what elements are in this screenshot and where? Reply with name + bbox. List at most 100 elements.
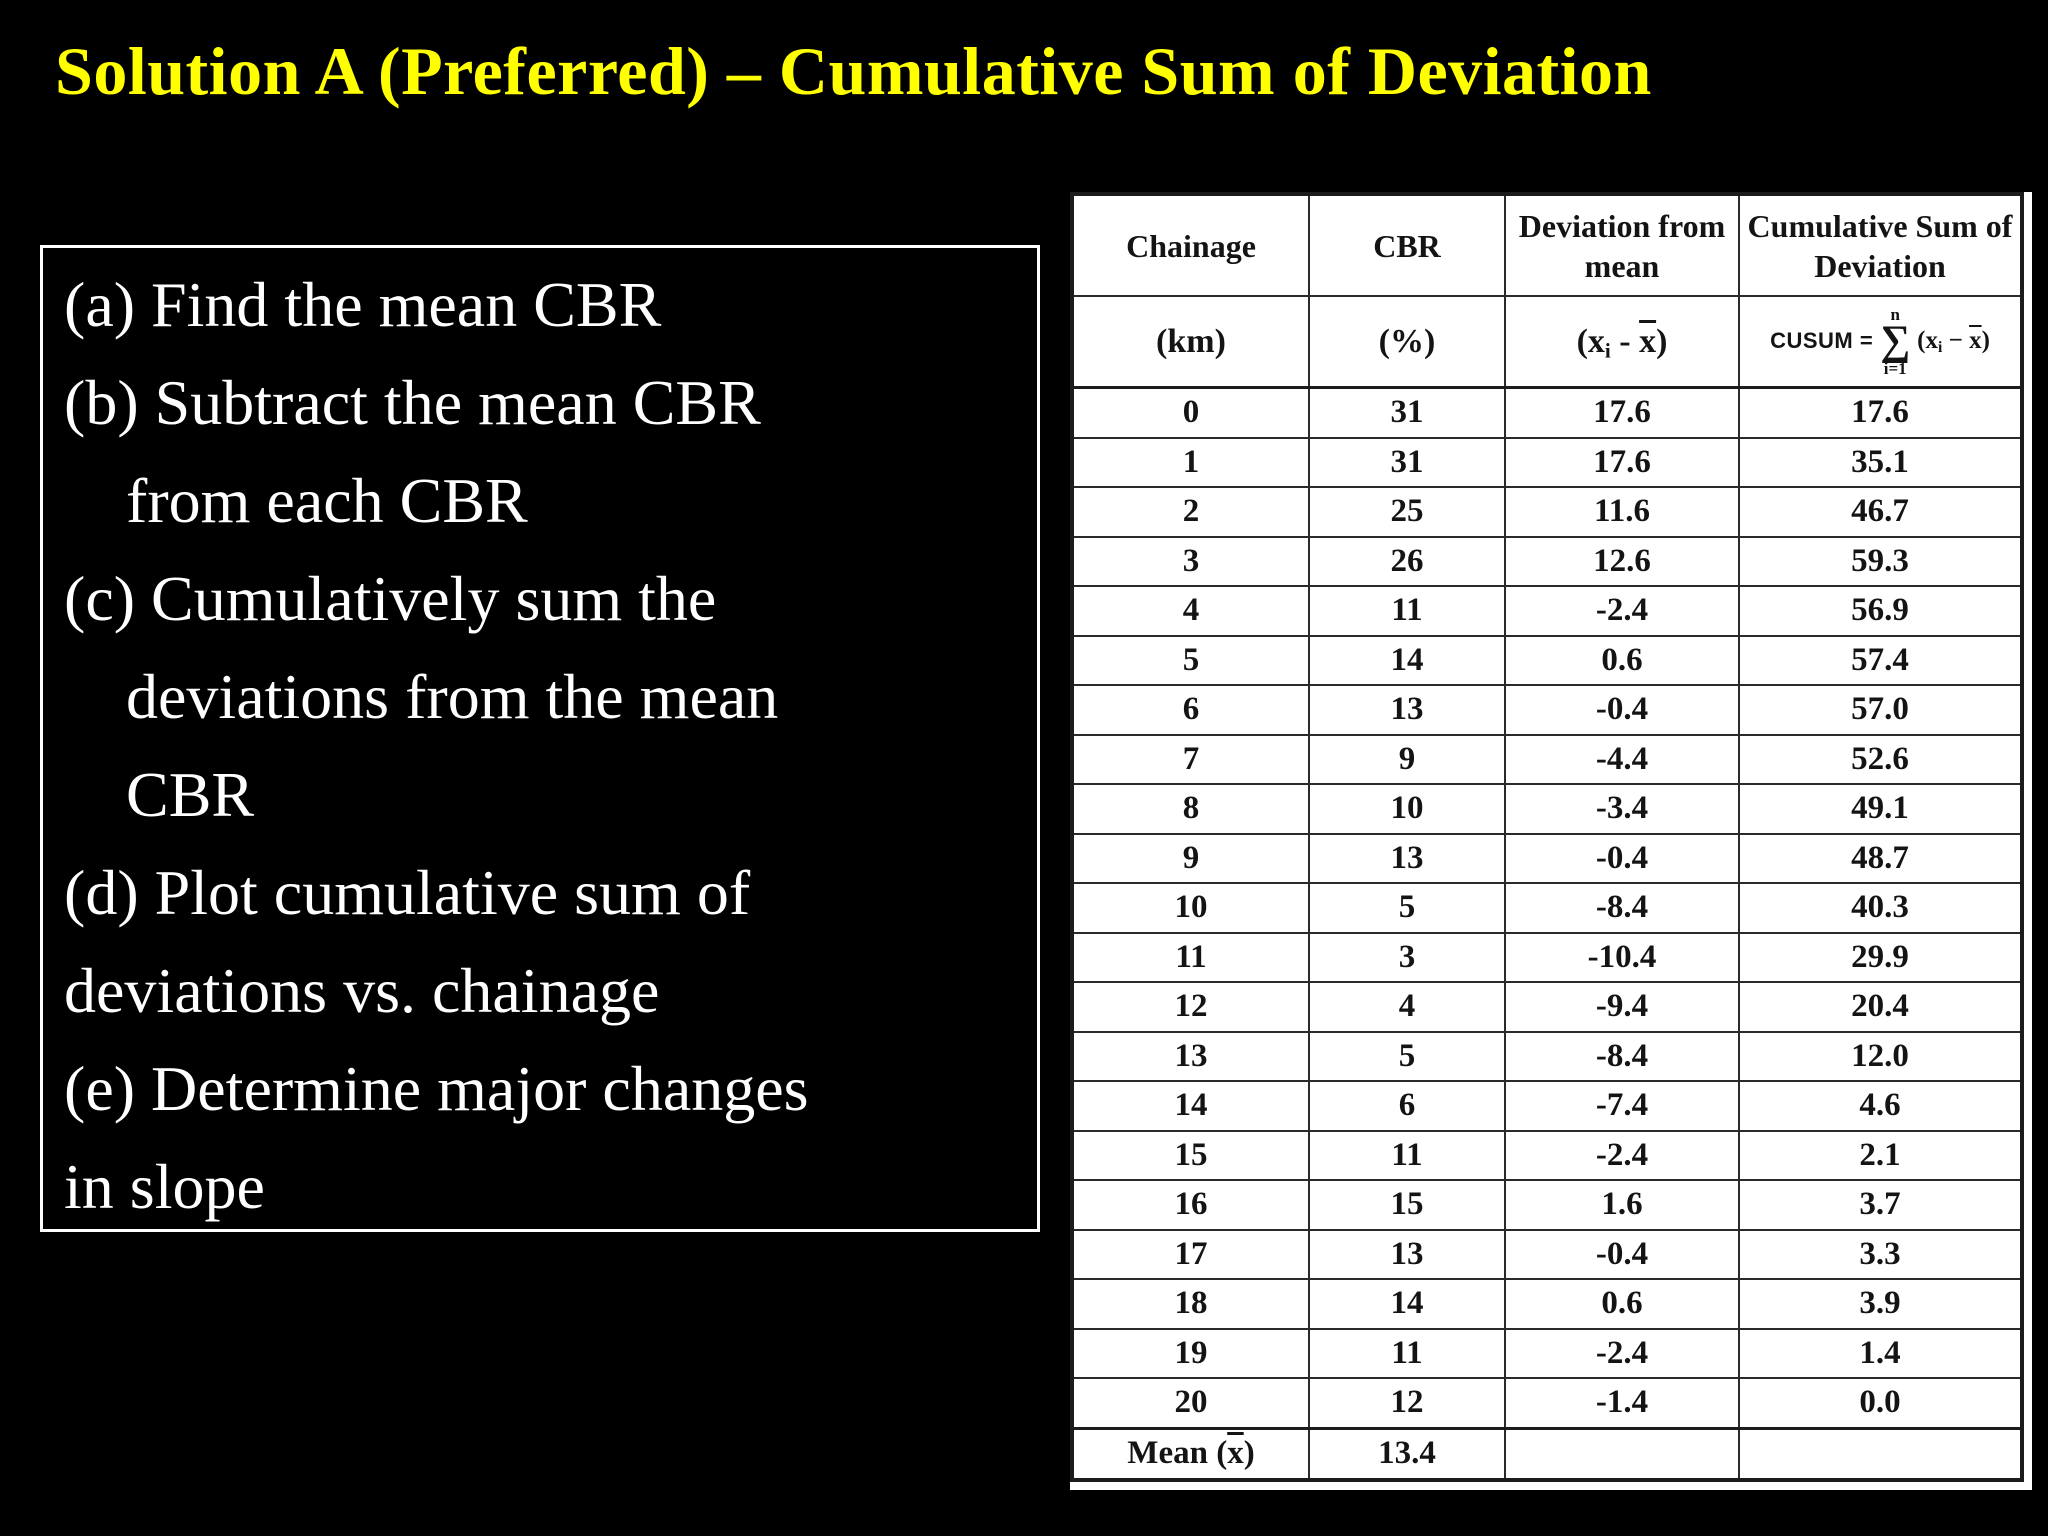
table-cell: -2.4 — [1504, 1129, 1740, 1181]
table-row: 20 12 -1.4 0.0 — [1071, 1377, 2023, 1429]
table-cell: 15 — [1071, 1129, 1310, 1181]
table-cell: 5 — [1071, 634, 1310, 686]
table-mean-section: Mean (x) 13.4 — [1071, 1426, 2023, 1481]
unit-pct: (%) — [1308, 295, 1506, 389]
table-cell: 40.3 — [1738, 882, 2023, 934]
table-cell: 13 — [1071, 1030, 1310, 1082]
mean-value: 13.4 — [1308, 1426, 1506, 1481]
table-row: 5 14 0.6 57.4 — [1071, 634, 2023, 686]
mean-label: Mean (x) — [1071, 1426, 1310, 1481]
header-deviation: Deviation from mean — [1504, 193, 1740, 297]
table-cell: -8.4 — [1504, 1030, 1740, 1082]
table-cell: 0.6 — [1504, 634, 1740, 686]
table-cell: 7 — [1071, 733, 1310, 785]
table-cell: 56.9 — [1738, 585, 2023, 637]
table-row: 16 15 1.6 3.7 — [1071, 1179, 2023, 1231]
table-cell: 17.6 — [1504, 386, 1740, 439]
table-cell: 25 — [1308, 486, 1506, 538]
table-cell: 12 — [1308, 1377, 1506, 1429]
table-cell: 8 — [1071, 783, 1310, 835]
table-row: 12 4 -9.4 20.4 — [1071, 981, 2023, 1033]
table-row: 19 11 -2.4 1.4 — [1071, 1327, 2023, 1379]
table-cell: 46.7 — [1738, 486, 2023, 538]
table-row: 3 26 12.6 59.3 — [1071, 535, 2023, 587]
table-row: 1 31 17.6 35.1 — [1071, 436, 2023, 488]
table-cell: -2.4 — [1504, 1327, 1740, 1379]
table-cell: 9 — [1308, 733, 1506, 785]
table-cell: 11.6 — [1504, 486, 1740, 538]
table-row: 17 13 -0.4 3.3 — [1071, 1228, 2023, 1280]
table-cell: 19 — [1071, 1327, 1310, 1379]
table-cell: 17.6 — [1738, 386, 2023, 439]
table-body: 0 31 17.6 17.6 1 31 17.6 35.1 2 25 11.6 46.7 3 26 12.6… — [1071, 386, 2023, 1429]
unit-deviation: (xi - x) — [1504, 295, 1740, 389]
table-cell: 11 — [1308, 585, 1506, 637]
table-cell: 4.6 — [1738, 1080, 2023, 1132]
step-line: (e) Determine major changes — [64, 1053, 809, 1124]
table-cell: -8.4 — [1504, 882, 1740, 934]
table-cell: -4.4 — [1504, 733, 1740, 785]
table-row: 9 13 -0.4 48.7 — [1071, 832, 2023, 884]
table-cell: 11 — [1308, 1327, 1506, 1379]
header-cbr: CBR — [1308, 193, 1506, 297]
table-row: 15 11 -2.4 2.1 — [1071, 1129, 2023, 1181]
cusum-formula: CUSUM = n ∑ i=1 (xi − x) — [1738, 295, 2023, 389]
table-cell: 3.9 — [1738, 1278, 2023, 1330]
mean-empty-cell-1 — [1504, 1426, 1740, 1481]
step-line: in slope — [64, 1151, 265, 1222]
table-cell: 14 — [1071, 1080, 1310, 1132]
step-line: deviations vs. chainage — [64, 955, 660, 1026]
table-cell: -2.4 — [1504, 585, 1740, 637]
table-cell: 13 — [1308, 684, 1506, 736]
table-cell: 49.1 — [1738, 783, 2023, 835]
table-cell: 17.6 — [1504, 436, 1740, 488]
cusum-table: Chainage CBR Deviation from mean Cumulat… — [1070, 192, 2024, 1482]
table-row: 13 5 -8.4 12.0 — [1071, 1030, 2023, 1082]
table-cell: 14 — [1308, 1278, 1506, 1330]
step-line: (a) Find the mean CBR — [64, 269, 662, 340]
cusum-table-container: Chainage CBR Deviation from mean Cumulat… — [1070, 192, 2032, 1490]
page-title: Solution A (Preferred) – Cumulative Sum … — [55, 33, 1652, 109]
table-cell: 14 — [1308, 634, 1506, 686]
table-cell: 11 — [1071, 931, 1310, 983]
table-row: 4 11 -2.4 56.9 — [1071, 585, 2023, 637]
table-cell: 1 — [1071, 436, 1310, 488]
table-row: 11 3 -10.4 29.9 — [1071, 931, 2023, 983]
table-cell: 52.6 — [1738, 733, 2023, 785]
table-cell: 13 — [1308, 1228, 1506, 1280]
table-cell: 48.7 — [1738, 832, 2023, 884]
table-row: 2 25 11.6 46.7 — [1071, 486, 2023, 538]
table-cell: 57.0 — [1738, 684, 2023, 736]
table-cell: -3.4 — [1504, 783, 1740, 835]
step-line: (c) Cumulatively sum the — [64, 563, 717, 634]
table-row: 0 31 17.6 17.6 — [1071, 386, 2023, 439]
table-cell: 59.3 — [1738, 535, 2023, 587]
table-cell: 0.0 — [1738, 1377, 2023, 1429]
table-cell: -1.4 — [1504, 1377, 1740, 1429]
cusum-formula-label: CUSUM = — [1770, 328, 1874, 354]
table-row: 10 5 -8.4 40.3 — [1071, 882, 2023, 934]
table-cell: 0 — [1071, 386, 1310, 439]
table-cell: 20.4 — [1738, 981, 2023, 1033]
table-cell: 13 — [1308, 832, 1506, 884]
table-cell: 3 — [1308, 931, 1506, 983]
table-cell: 4 — [1308, 981, 1506, 1033]
table-cell: 2 — [1071, 486, 1310, 538]
table-cell: 35.1 — [1738, 436, 2023, 488]
table-cell: -0.4 — [1504, 832, 1740, 884]
table-cell: 26 — [1308, 535, 1506, 587]
table-row: 7 9 -4.4 52.6 — [1071, 733, 2023, 785]
step-line: CBR — [126, 759, 255, 830]
table-cell: -9.4 — [1504, 981, 1740, 1033]
header-chainage: Chainage — [1071, 193, 1310, 297]
step-line: (d) Plot cumulative sum of — [64, 857, 751, 928]
step-line: from each CBR — [126, 465, 528, 536]
table-cell: 31 — [1308, 386, 1506, 439]
steps-box: (a) Find the mean CBR (b) Subtract the me… — [40, 245, 1040, 1232]
table-cell: 12.6 — [1504, 535, 1740, 587]
header-cusum: Cumulative Sum of Deviation — [1738, 193, 2023, 297]
table-cell: 4 — [1071, 585, 1310, 637]
table-cell: 20 — [1071, 1377, 1310, 1429]
table-cell: 3.7 — [1738, 1179, 2023, 1231]
table-row: 8 10 -3.4 49.1 — [1071, 783, 2023, 835]
